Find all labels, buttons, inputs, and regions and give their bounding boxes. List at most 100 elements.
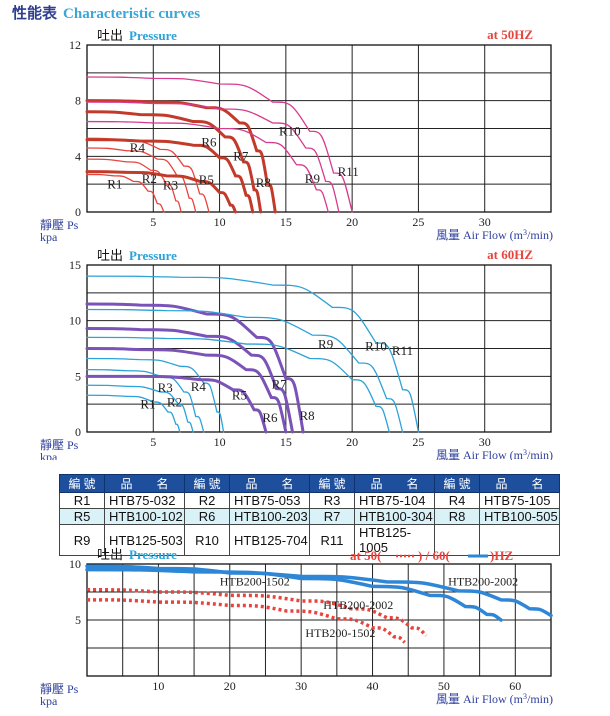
curve-label: R1 [140,397,155,412]
page-title-cn: 性能表 [12,6,58,22]
frequency-label: at 60HZ [487,247,533,262]
x-tick-label: 25 [412,215,424,229]
series-line-r1 [86,173,165,213]
header-code: 編 號 [184,474,230,493]
header-name: 品 名 [354,474,435,493]
frequency-label-pre: at 50( [350,548,381,563]
x-tick-label: 10 [214,215,226,229]
plot-frame [86,44,552,213]
x-label-tail: /min) [527,448,553,460]
y-tick-label: 5 [75,369,81,383]
curve-label: R7 [233,149,249,164]
series-line-r5 [85,374,268,434]
curve-label: R9 [305,171,320,186]
x-tick-label: 15 [280,435,292,449]
x-tick-label: 30 [479,435,491,449]
curve-label: R1 [107,176,122,191]
cell-code: R9 [59,524,105,556]
cell-code: R5 [59,508,105,525]
x-tick-label: 20 [346,435,358,449]
x-label: 風量 Air Flow (m3/min) [436,692,553,706]
series-line-r1 [86,394,181,433]
curve-label: R5 [199,172,214,187]
page-title-en: Characteristic curves [63,6,201,22]
x-tick-label: 10 [214,435,226,449]
table-row: R9 HTB125-503 R10 HTB125-704 R11 HTB125-1005 [59,524,560,556]
x-tick-label: 30 [295,679,307,693]
series-line-r9 [86,336,390,433]
cell-code: R8 [434,508,480,525]
series-line-r6 [85,138,255,214]
x-tick-label: 60 [509,679,521,693]
cell-model: HTB75-053 [229,492,310,509]
y-tick-label: 0 [75,425,81,439]
frequency-label-mid: ) / 60( [418,548,450,563]
y-tick-label: 10 [69,314,81,328]
chart-50hz: 5 10 15 20 25 30 0 4 8 12 吐出 Pressure at 50HZ 靜壓 Pskp… [40,27,553,244]
x-tick-label: 50 [438,679,450,693]
cell-model [479,524,560,556]
x-tick-label: 15 [280,215,292,229]
series-line-r3 [86,369,205,433]
series-line-r11 [86,275,420,433]
series-line-r8 [85,99,277,214]
curve-label: R2 [167,394,182,409]
curve-label: HTB200-2002 [323,598,393,612]
series-line-r7 [85,326,294,434]
curve-label: R3 [158,380,173,395]
curve-label: HTB200-2002 [448,574,518,588]
x-tick-label: 25 [412,435,424,449]
model-table: 編 號品 名編 號品 名編 號品 名編 號品 名 R1 HTB75-032 R2 HT… [59,474,560,556]
series-line-htb200-2002-50hz [86,588,428,637]
y-label-en: Pressure [129,28,177,43]
series-line-r10 [86,308,404,433]
cell-code: R4 [434,492,480,509]
cell-model: HTB100-203 [229,508,310,525]
y-label2-cn: 靜壓 Ps [40,438,79,452]
y-label2-unit: kpa [40,230,58,244]
series-line-r2 [86,384,194,433]
curve-label: R10 [365,339,387,354]
x-tick-label: 20 [346,215,358,229]
y-label-cn: 吐出 [97,28,123,43]
cell-code [434,524,480,556]
header-name: 品 名 [229,474,310,493]
curve-label: R8 [256,175,271,190]
x-label-main: 風量 Air Flow (m [436,692,524,706]
x-tick-label: 5 [150,215,156,229]
header-code: 編 號 [434,474,480,493]
x-tick-label: 20 [224,679,236,693]
cell-model: HTB100-304 [354,508,435,525]
y-tick-label: 15 [69,258,81,272]
table-row: R5 HTB100-102 R6 HTB100-203 R7 HTB100-304 R8 HT… [59,508,560,525]
header-name: 品 名 [104,474,185,493]
curve-label: R10 [279,123,301,138]
curve-label: HTB200-1502 [305,626,375,640]
chart-htb200: 10 20 30 40 50 60 5 10 吐出 Pressure at 50() / 60()H… [40,547,553,708]
x-label: 風量 Air Flow (m3/min) [436,228,553,242]
curve-label: R4 [191,379,207,394]
curve-label: HTB200-1502 [220,574,290,588]
series-line-r10 [86,101,340,213]
series-line-r4 [86,357,225,433]
frequency-label-post: )HZ [490,548,513,563]
curve-label: R4 [130,140,146,155]
x-label-sup: 3 [523,448,527,457]
chart-60hz: 5 10 15 20 25 30 0 5 10 15 吐出 Pressure at 60HZ 靜壓 Psk… [40,247,553,460]
curve-label: R5 [232,388,247,403]
series-line-r5 [85,170,237,214]
x-label-main: 風量 Air Flow (m [436,228,524,242]
curve-label: R9 [318,337,333,352]
curve-label: R11 [392,343,413,358]
series-line-r8 [85,302,305,434]
x-label-sup: 3 [523,692,527,701]
curve-label: R11 [338,164,359,179]
y-tick-label: 10 [69,557,81,571]
x-label-main: 風量 Air Flow (m [436,448,524,460]
series-line-r9 [86,120,329,213]
cell-code: R2 [184,492,230,509]
cell-model: HTB75-104 [354,492,435,509]
series-line-r3 [86,147,197,213]
y-label-en: Pressure [129,248,177,263]
y-label2-cn: 靜壓 Ps [40,682,79,696]
